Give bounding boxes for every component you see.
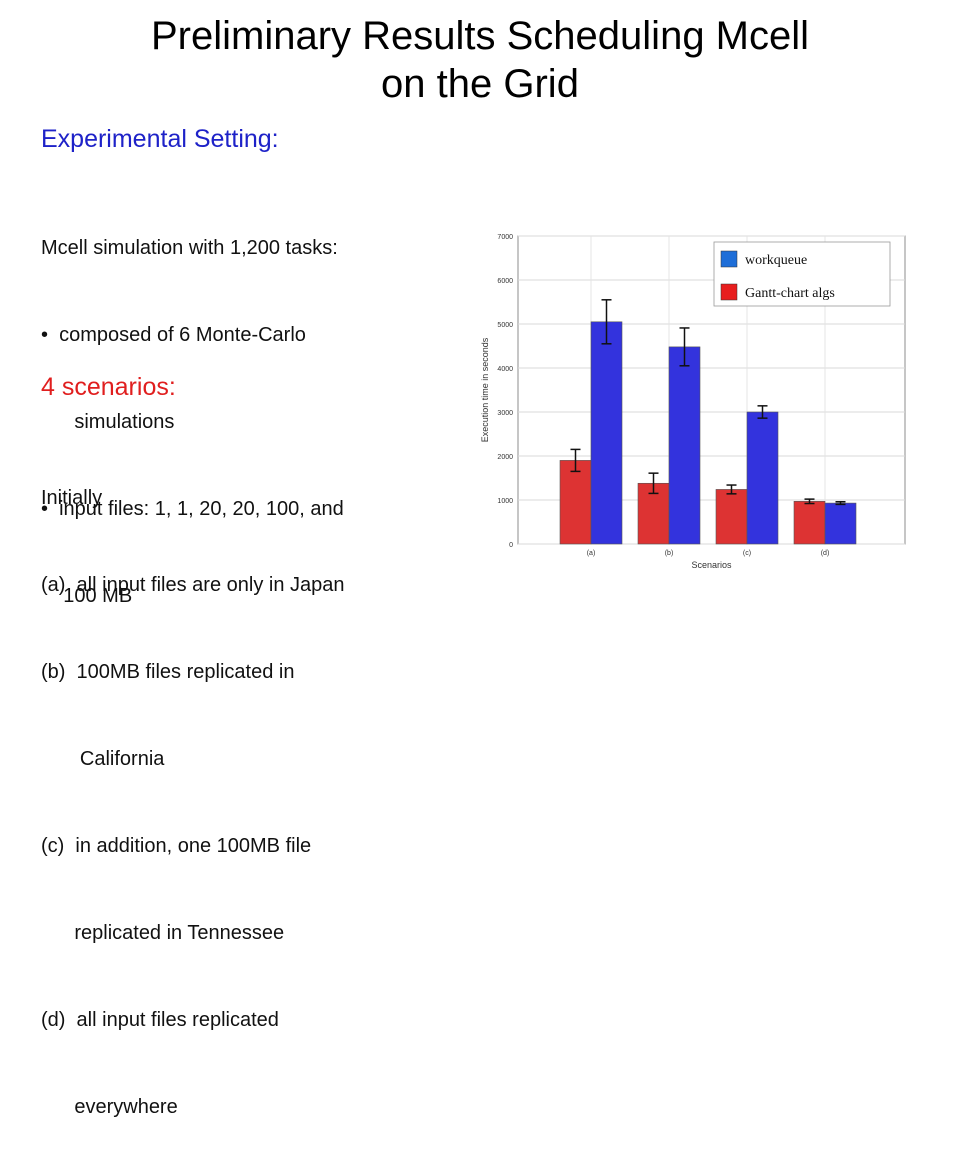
bar bbox=[746, 411, 779, 545]
y-axis-label: Execution time in seconds bbox=[480, 337, 490, 442]
legend-label: Gantt-chart algs bbox=[745, 286, 835, 301]
y-tick-label: 0 bbox=[509, 542, 513, 549]
x-tick-label: (c) bbox=[743, 550, 751, 557]
title-line-2: on the Grid bbox=[381, 62, 579, 106]
setting-line: • input files: 1, 1, 20, 20, 100, and bbox=[41, 498, 344, 520]
bar bbox=[824, 502, 857, 545]
scenarios-heading: 4 scenarios: bbox=[41, 373, 176, 401]
scenario-line: replicated in Tennessee bbox=[41, 922, 285, 944]
scenario-line: (d) all input files replicated bbox=[41, 1009, 279, 1031]
x-tick-label: (d) bbox=[821, 550, 830, 557]
setting-line: Mcell simulation with 1,200 tasks: bbox=[41, 237, 338, 259]
setting-line: 100 MB bbox=[41, 585, 133, 607]
bar bbox=[668, 346, 701, 545]
x-axis-label: Scenarios bbox=[691, 560, 732, 570]
legend-box bbox=[713, 241, 891, 307]
bar bbox=[793, 501, 826, 545]
scenario-line: Initially bbox=[41, 487, 103, 509]
bar bbox=[559, 460, 592, 545]
scenario-line: California bbox=[41, 748, 165, 770]
scenario-line: (b) 100MB files replicated in bbox=[41, 661, 295, 683]
y-tick-label: 1000 bbox=[497, 498, 513, 505]
bar bbox=[715, 489, 748, 545]
setting-line: simulations bbox=[41, 411, 175, 433]
legend-swatch bbox=[720, 250, 738, 268]
y-tick-label: 6000 bbox=[497, 278, 513, 285]
setting-text: Mcell simulation with 1,200 tasks: • com… bbox=[41, 176, 344, 640]
scenario-text: Initially (a) all input files are only i… bbox=[41, 426, 345, 1151]
legend-swatch bbox=[720, 283, 738, 301]
setting-line: • composed of 6 Monte-Carlo bbox=[41, 324, 306, 346]
y-tick-label: 4000 bbox=[497, 366, 513, 373]
slide-title: Preliminary Results Scheduling Mcell on … bbox=[0, 12, 960, 108]
y-tick-label: 5000 bbox=[497, 322, 513, 329]
execution-time-bar-chart: 0 1000 2000 3000 4000 5000 6000 7000 (a) (b) (c) (d… bbox=[480, 234, 906, 570]
x-tick-label: (a) bbox=[587, 550, 596, 557]
scenario-line: (a) all input files are only in Japan bbox=[41, 574, 345, 596]
title-line-1: Preliminary Results Scheduling Mcell bbox=[150, 14, 810, 58]
y-tick-label: 7000 bbox=[497, 234, 513, 241]
scenario-line: everywhere bbox=[41, 1096, 178, 1118]
bar bbox=[590, 321, 623, 545]
legend-label: workqueue bbox=[745, 253, 807, 268]
x-tick-label: (b) bbox=[665, 550, 674, 557]
experimental-setting-heading: Experimental Setting: bbox=[41, 125, 279, 153]
y-tick-label: 3000 bbox=[497, 410, 513, 417]
y-tick-label: 2000 bbox=[497, 454, 513, 461]
scenario-line: (c) in addition, one 100MB file bbox=[41, 835, 312, 857]
